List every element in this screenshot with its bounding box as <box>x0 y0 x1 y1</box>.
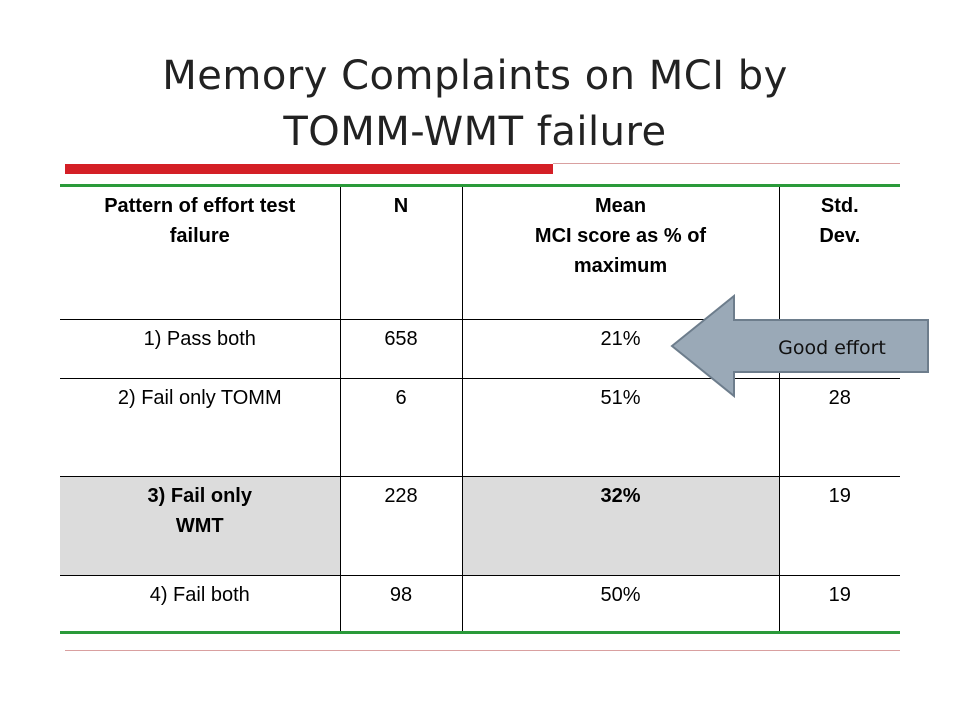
table-header-row: Pattern of effort test failure N Mean MC… <box>60 185 900 321</box>
table-row: 4) Fail both 98 50% 19 <box>60 575 900 633</box>
cell-std-dev: 19 <box>828 584 851 607</box>
cell-pattern: 3) Fail only WMT <box>60 476 341 577</box>
cell-n: 658 <box>340 319 463 380</box>
header-n: N <box>340 185 463 321</box>
cell-n: 98 <box>340 575 463 633</box>
callout-label: Good effort <box>778 337 886 359</box>
title-line-2: TOMM-WMT failure <box>283 109 667 155</box>
bottom-divider-line <box>65 650 900 651</box>
cell-pattern: 2) Fail only TOMM <box>60 378 341 477</box>
cell-mean: 51% <box>462 378 780 477</box>
table-row: 2) Fail only TOMM 6 51% 28 <box>60 378 900 477</box>
header-std-dev: Std. Dev. <box>779 185 900 321</box>
title-divider-line <box>553 163 900 164</box>
good-effort-callout: Good effort <box>670 294 929 398</box>
header-pattern: Pattern of effort test failure <box>60 185 341 321</box>
cell-n: 228 <box>340 476 463 577</box>
results-table: Pattern of effort test failure N Mean MC… <box>60 184 900 634</box>
left-arrow-icon <box>670 294 929 398</box>
table-row-highlighted: 3) Fail only WMT 228 32% 19 <box>60 476 900 577</box>
cell-pattern: 1) Pass both <box>60 319 341 380</box>
header-mean: Mean MCI score as % of maximum <box>462 185 780 321</box>
cell-mean: 50% <box>462 575 780 633</box>
cell-mean: 32% <box>462 476 780 577</box>
cell-std-dev: 19 <box>779 476 900 577</box>
slide-title: Memory Complaints on MCI by TOMM-WMT fai… <box>60 48 890 160</box>
cell-pattern: 4) Fail both <box>60 575 341 633</box>
title-line-1: Memory Complaints on MCI by <box>162 53 788 99</box>
cell-std-dev: 28 <box>779 378 900 477</box>
title-accent-bar <box>65 164 553 174</box>
cell-n: 6 <box>340 378 463 477</box>
